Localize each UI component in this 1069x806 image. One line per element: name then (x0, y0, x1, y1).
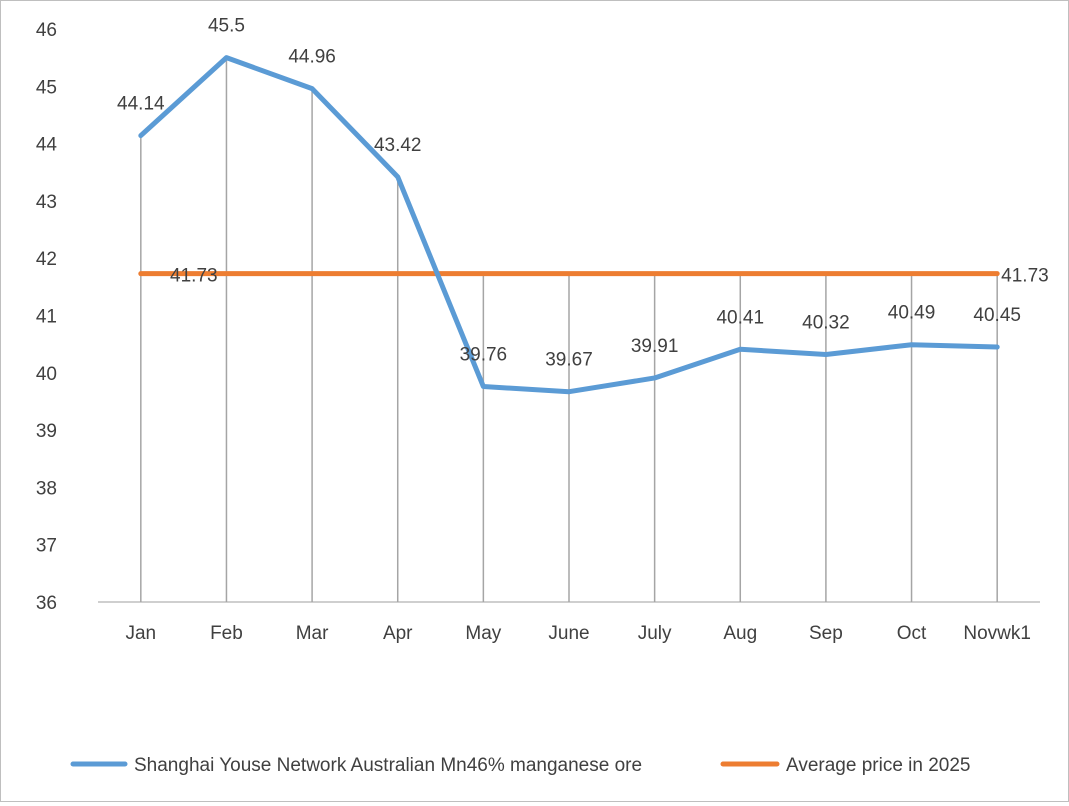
x-tick-label: May (465, 623, 501, 644)
y-tick-label: 45 (36, 77, 57, 98)
x-tick-label: July (638, 623, 672, 644)
data-label: 44.14 (117, 94, 165, 115)
data-label: 40.49 (888, 303, 936, 324)
data-label: 39.91 (631, 336, 679, 357)
data-label-average: 41.73 (170, 266, 218, 287)
data-label: 39.76 (460, 345, 508, 366)
data-label-average: 41.73 (1001, 266, 1049, 287)
x-tick-label: Mar (296, 623, 329, 644)
data-label: 40.45 (973, 305, 1021, 326)
y-tick-label: 39 (36, 421, 57, 442)
x-tick-label: Sep (809, 623, 843, 644)
y-tick-label: 44 (36, 135, 58, 156)
x-tick-label: June (548, 623, 589, 644)
y-tick-label: 41 (36, 307, 57, 328)
data-label: 44.96 (288, 47, 336, 68)
x-tick-label: Oct (897, 623, 927, 644)
x-tick-label: Feb (210, 623, 243, 644)
data-label: 45.5 (208, 16, 245, 37)
y-tick-label: 43 (36, 192, 57, 213)
y-tick-label: 36 (36, 593, 57, 614)
legend-label-manganese: Shanghai Youse Network Australian Mn46% … (134, 755, 642, 776)
data-label: 40.32 (802, 312, 850, 333)
legend-label-average: Average price in 2025 (786, 755, 971, 776)
y-tick-label: 37 (36, 536, 57, 557)
x-tick-label: Apr (383, 623, 413, 644)
y-tick-label: 42 (36, 249, 57, 270)
y-tick-label: 46 (36, 20, 57, 41)
x-tick-label: Novwk1 (963, 623, 1031, 644)
x-tick-label: Aug (723, 623, 757, 644)
data-label: 43.42 (374, 135, 422, 156)
data-label: 39.67 (545, 350, 593, 371)
data-label: 40.41 (716, 307, 764, 328)
y-tick-label: 38 (36, 478, 57, 499)
y-tick-label: 40 (36, 364, 57, 385)
x-tick-label: Jan (125, 623, 156, 644)
